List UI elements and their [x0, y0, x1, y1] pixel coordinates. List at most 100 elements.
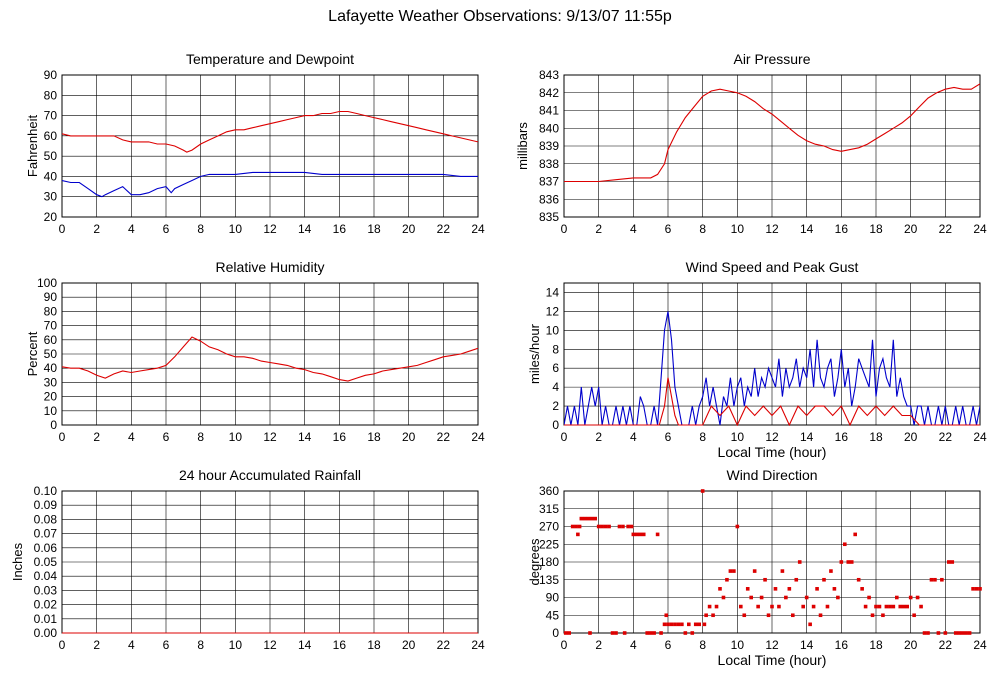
y-tick-label: 6 [552, 361, 559, 375]
data-point [693, 622, 698, 627]
data-point [586, 516, 591, 521]
data-point [971, 587, 975, 591]
data-point [638, 532, 643, 537]
x-axis-label: Local Time (hour) [718, 652, 827, 668]
y-axis-label: degrees [527, 538, 542, 585]
x-tick-label: 22 [437, 222, 451, 236]
y-tick-label: 0 [552, 626, 559, 640]
data-point [870, 613, 875, 618]
x-tick-label: 10 [731, 222, 745, 236]
y-axis-label: miles/hour [527, 323, 542, 384]
x-axis-label: Local Time (hour) [718, 444, 827, 460]
data-point [794, 577, 799, 582]
x-tick-label: 4 [128, 222, 135, 236]
data-point [600, 524, 604, 529]
page-title: Lafayette Weather Observations: 9/13/07 … [328, 8, 672, 25]
data-point [589, 516, 594, 521]
x-tick-label: 2 [595, 638, 602, 652]
chart-title: 24 hour Accumulated Rainfall [179, 467, 361, 483]
data-point [960, 631, 965, 635]
x-tick-label: 24 [471, 430, 485, 444]
y-tick-label: 0 [552, 418, 559, 432]
x-tick-label: 18 [367, 222, 381, 236]
data-point [583, 516, 587, 521]
x-tick-label: 16 [333, 430, 347, 444]
y-tick-label: 180 [539, 555, 559, 569]
data-point [784, 595, 788, 600]
x-tick-label: 4 [630, 430, 637, 444]
y-tick-label: 841 [539, 104, 559, 118]
x-tick-label: 0 [59, 638, 66, 652]
y-tick-label: 837 [539, 175, 559, 189]
y-tick-label: 270 [539, 520, 559, 534]
y-tick-label: 60 [44, 129, 58, 143]
y-tick-label: 50 [44, 347, 58, 361]
x-tick-label: 14 [298, 222, 312, 236]
x-tick-label: 20 [402, 430, 416, 444]
x-tick-label: 8 [699, 430, 706, 444]
x-tick-label: 6 [163, 222, 170, 236]
y-tick-label: 840 [539, 121, 559, 135]
y-tick-label: 40 [44, 169, 58, 183]
data-point [846, 560, 851, 564]
x-tick-label: 10 [229, 222, 243, 236]
x-tick-label: 24 [471, 222, 485, 236]
plot-frame [563, 74, 981, 218]
data-point [721, 595, 726, 600]
data-point [700, 489, 705, 493]
x-tick-label: 6 [665, 430, 672, 444]
data-point [797, 560, 802, 564]
x-tick-label: 22 [939, 638, 953, 652]
x-tick-label: 2 [93, 222, 100, 236]
data-point [780, 569, 785, 573]
data-point [860, 587, 864, 591]
x-tick-label: 24 [973, 638, 987, 652]
y-tick-label: 0.03 [34, 583, 58, 597]
plot-frame [563, 490, 981, 634]
data-point [676, 622, 681, 627]
data-point [853, 532, 857, 537]
chart-title: Wind Direction [726, 467, 817, 483]
data-point [576, 532, 580, 537]
plot-frame [61, 74, 479, 218]
y-axis-label: Percent [25, 331, 40, 376]
y-tick-label: 4 [552, 380, 559, 394]
y-tick-label: 0.01 [34, 612, 58, 626]
x-tick-label: 8 [699, 222, 706, 236]
data-point [787, 587, 792, 591]
data-point [947, 560, 951, 564]
x-tick-label: 12 [263, 638, 277, 652]
x-tick-label: 2 [595, 222, 602, 236]
data-point [922, 631, 927, 635]
data-point [849, 560, 854, 564]
y-tick-label: 8 [552, 342, 559, 356]
data-point [811, 604, 816, 609]
x-tick-label: 8 [197, 638, 204, 652]
x-tick-label: 20 [904, 430, 918, 444]
data-point [711, 613, 715, 618]
data-point [815, 587, 819, 591]
data-point [563, 631, 568, 635]
x-tick-label: 10 [731, 638, 745, 652]
data-point [683, 631, 688, 635]
data-point [957, 631, 961, 635]
data-point [950, 560, 955, 564]
series-line-red [62, 110, 478, 153]
x-tick-label: 0 [59, 430, 66, 444]
data-point [749, 595, 753, 600]
data-point [912, 613, 916, 618]
data-point [570, 524, 575, 529]
data-point [714, 604, 719, 609]
y-tick-label: 360 [539, 484, 559, 498]
data-point [936, 631, 941, 635]
data-point [933, 577, 937, 582]
data-point [863, 604, 868, 609]
data-point [579, 516, 584, 521]
x-tick-label: 8 [197, 222, 204, 236]
data-point [732, 569, 736, 573]
data-point [808, 622, 812, 627]
x-tick-label: 20 [904, 222, 918, 236]
x-tick-label: 6 [163, 638, 170, 652]
